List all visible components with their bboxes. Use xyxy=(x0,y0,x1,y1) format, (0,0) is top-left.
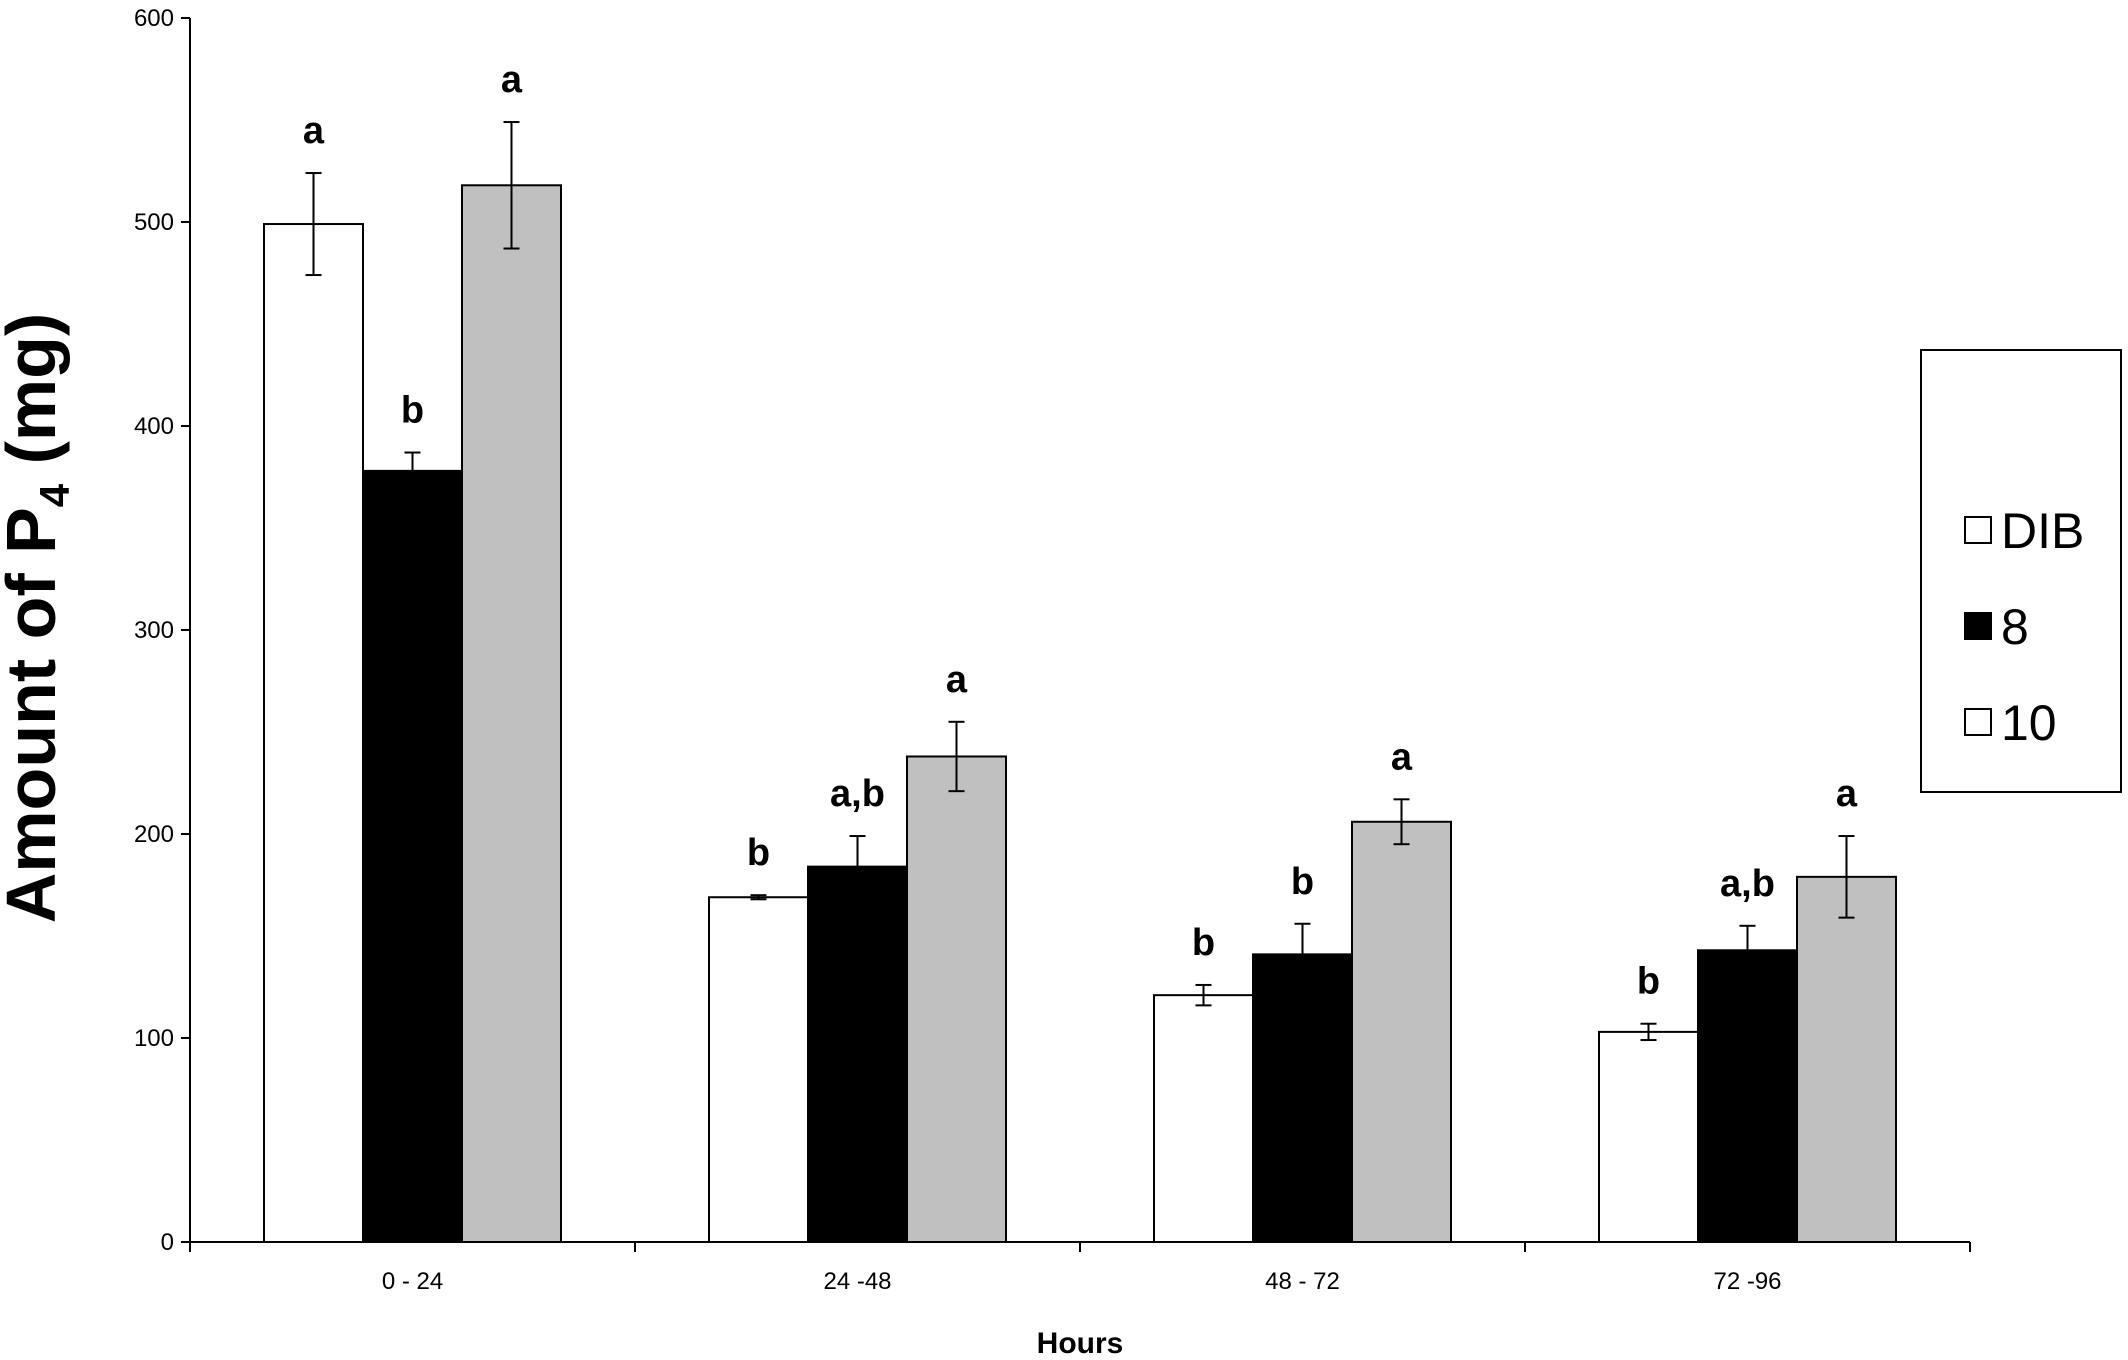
bar xyxy=(1598,1030,1699,1243)
bar xyxy=(1153,994,1254,1243)
significance-label: a xyxy=(501,59,523,101)
y-tick-label: 300 xyxy=(134,617,174,644)
axes: 0 100 200 300 400 500 600 0 - 24 24 -48 48 - 72 72… xyxy=(134,5,1971,1295)
plot-area: a b b b b a,b b a,b a a a a xyxy=(263,59,1897,1244)
bar xyxy=(1252,953,1353,1243)
legend-swatch xyxy=(1964,612,1992,640)
y-axis-label-main: Amount of P xyxy=(0,507,70,923)
y-tick-label: 400 xyxy=(134,413,174,440)
legend-label: 10 xyxy=(2001,695,2057,751)
significance-label: a,b xyxy=(830,773,885,815)
legend-swatch xyxy=(1964,708,1992,736)
y-tick-label: 100 xyxy=(134,1025,174,1052)
bar xyxy=(708,896,809,1243)
bar xyxy=(362,469,463,1243)
legend-swatch xyxy=(1964,516,1992,544)
significance-label: a xyxy=(303,110,325,152)
x-tick-label: 72 -96 xyxy=(1713,1268,1781,1295)
significance-label: b xyxy=(1192,922,1215,964)
significance-label: b xyxy=(1637,961,1660,1003)
significance-label: b xyxy=(747,832,770,874)
significance-label: a xyxy=(946,659,968,701)
significance-label: a xyxy=(1391,736,1413,778)
bar xyxy=(906,755,1007,1243)
y-axis-label: Amount of P4 (mg) xyxy=(0,313,78,923)
significance-label: b xyxy=(1291,861,1314,903)
significance-label: a,b xyxy=(1720,863,1775,905)
x-tick-label: 24 -48 xyxy=(823,1268,891,1295)
x-axis-label: Hours xyxy=(1037,1327,1124,1360)
significance-label: a xyxy=(1836,773,1858,815)
bar xyxy=(1796,875,1897,1244)
legend-label: 8 xyxy=(2001,599,2029,655)
x-tick-label: 0 - 24 xyxy=(382,1268,443,1295)
bar xyxy=(1697,949,1798,1244)
y-tick-label: 600 xyxy=(134,5,174,32)
y-tick-label: 200 xyxy=(134,821,174,848)
legend-label: DIB xyxy=(2001,503,2084,559)
bar xyxy=(807,865,908,1243)
bar xyxy=(1351,820,1452,1243)
x-tick-label: 48 - 72 xyxy=(1265,1268,1340,1295)
y-axis-label-subscript: 4 xyxy=(31,483,78,507)
legend: DIB 8 10 xyxy=(1920,349,2122,793)
significance-label: b xyxy=(401,390,424,432)
bar xyxy=(461,184,562,1243)
y-axis-label-unit: (mg) xyxy=(0,313,70,484)
y-tick-label: 0 xyxy=(161,1229,174,1256)
y-tick-label: 500 xyxy=(134,209,174,236)
legend-box xyxy=(1920,349,2122,793)
bar xyxy=(263,223,364,1244)
